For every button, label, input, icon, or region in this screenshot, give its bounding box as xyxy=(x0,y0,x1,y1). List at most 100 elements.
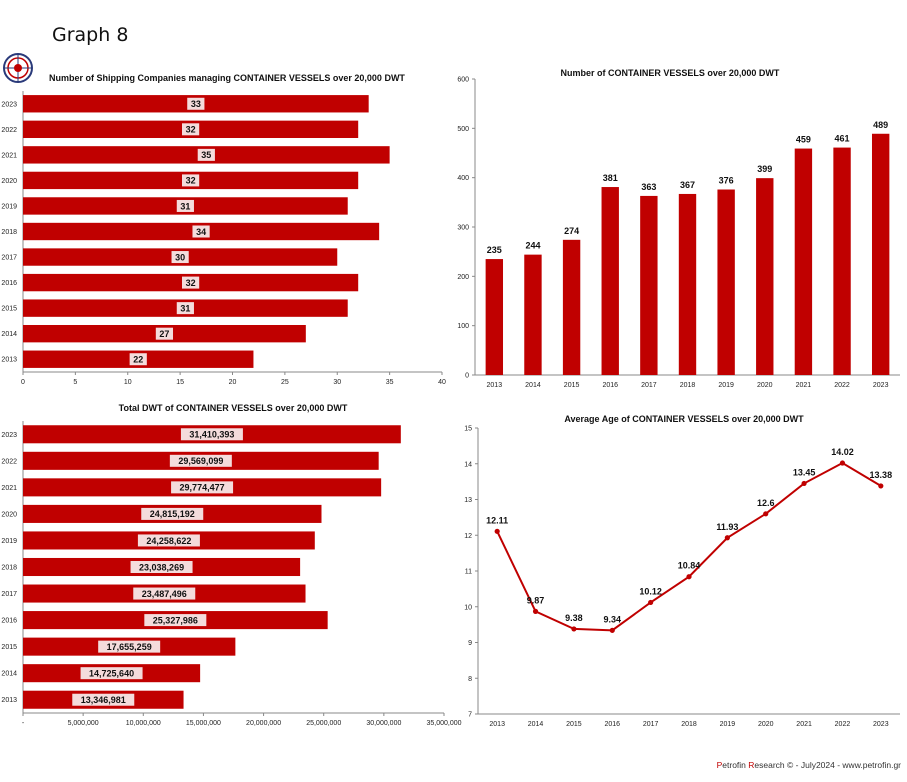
dwt-label-2013: 13,346,981 xyxy=(81,695,126,705)
companies-ytick-2020: 2020 xyxy=(1,178,17,185)
footer-p1: P xyxy=(716,760,723,770)
dwt-ytick-2022: 2022 xyxy=(1,458,17,465)
companies-xtick-7: 35 xyxy=(386,379,394,386)
age-label-2014: 9.87 xyxy=(527,595,545,605)
dwt-label-2017: 23,487,496 xyxy=(142,589,187,599)
dwt-label-2023: 31,410,393 xyxy=(189,430,234,440)
companies-label-2021: 35 xyxy=(201,150,211,160)
dwt-label-2015: 17,655,259 xyxy=(107,642,152,652)
vessels-xtick-2018: 2018 xyxy=(680,382,696,389)
dwt-ytick-2013: 2013 xyxy=(1,697,17,704)
companies-title: Number of Shipping Companies managing CO… xyxy=(49,73,405,83)
vessels-ytick-4: 400 xyxy=(457,175,469,182)
age-label-2017: 10.12 xyxy=(639,586,662,596)
age-ytick-0: 7 xyxy=(468,712,472,719)
vessels-xtick-2023: 2023 xyxy=(873,382,889,389)
companies-ytick-2017: 2017 xyxy=(1,255,17,262)
companies-xtick-3: 15 xyxy=(176,379,184,386)
vessels-bar-2013 xyxy=(485,259,504,375)
age-title: Average Age of CONTAINER VESSELS over 20… xyxy=(564,414,804,424)
companies-label-2019-bg xyxy=(176,199,194,212)
age-ytick-2: 9 xyxy=(468,640,472,647)
age-label-2018: 10.84 xyxy=(678,561,701,571)
age-xtick-2021: 2021 xyxy=(796,721,812,728)
vessels-xtick-2014: 2014 xyxy=(525,382,541,389)
vessels-bar-2020 xyxy=(756,178,774,375)
age-xtick-2016: 2016 xyxy=(604,721,620,728)
vessels-ytick-5: 500 xyxy=(457,126,469,133)
age-label-2015: 9.38 xyxy=(565,613,583,623)
age-xtick-2017: 2017 xyxy=(643,721,659,728)
dwt-label-2022: 29,569,099 xyxy=(178,456,223,466)
vessels-xtick-2020: 2020 xyxy=(757,382,773,389)
age-xtick-2019: 2019 xyxy=(720,721,736,728)
dwt-ytick-2019: 2019 xyxy=(1,538,17,545)
vessels-bar-2017 xyxy=(640,195,658,375)
age-point-2021 xyxy=(801,480,807,487)
vessels-bar-2019 xyxy=(717,189,735,375)
dwt-xtick-6: 30,000,000 xyxy=(366,720,401,727)
dwt-label-2016: 25,327,986 xyxy=(153,615,198,625)
companies-label-2013: 22 xyxy=(133,355,143,365)
age-ytick-5: 12 xyxy=(464,533,472,540)
companies-xtick-5: 25 xyxy=(281,379,289,386)
vessels-bar-2018 xyxy=(678,193,697,375)
dwt-label-2022-bg xyxy=(169,454,232,467)
age-point-2022 xyxy=(839,460,846,466)
vessels-xtick-2017: 2017 xyxy=(641,382,657,389)
companies-ytick-2022: 2022 xyxy=(1,127,17,134)
age-ytick-3: 10 xyxy=(464,604,472,611)
age-label-2020: 12.6 xyxy=(757,498,775,508)
vessels-label-2017: 363 xyxy=(641,182,656,192)
age-xtick-2018: 2018 xyxy=(681,721,697,728)
dwt-title: Total DWT of CONTAINER VESSELS over 20,0… xyxy=(119,403,348,413)
dwt-ytick-2020: 2020 xyxy=(1,511,17,518)
companies-ytick-2013: 2013 xyxy=(1,357,17,364)
companies-xtick-1: 5 xyxy=(73,379,77,386)
vessels-label-2022: 461 xyxy=(835,134,850,144)
companies-ytick-2015: 2015 xyxy=(1,306,17,313)
dwt-label-2015-bg xyxy=(98,640,161,653)
petrofin-logo-icon xyxy=(3,53,33,83)
dwt-label-2016-bg xyxy=(144,614,207,627)
companies-xtick-8: 40 xyxy=(438,379,446,386)
footer: Petrofin Research © - July2024 - www.pet… xyxy=(717,760,901,770)
companies-ytick-2014: 2014 xyxy=(1,331,17,338)
dwt-xtick-0: - xyxy=(22,720,25,727)
companies-label-2022-bg xyxy=(182,123,200,136)
age-point-2020 xyxy=(763,511,769,517)
vessels-xtick-2015: 2015 xyxy=(564,382,580,389)
vessels-label-2020: 399 xyxy=(757,164,772,174)
companies-label-2017-bg xyxy=(171,251,189,264)
dwt-label-2014: 14,725,640 xyxy=(89,668,134,678)
dwt-label-2021-bg xyxy=(171,481,234,494)
age-point-2018 xyxy=(686,574,692,580)
companies-label-2021-bg xyxy=(197,148,215,161)
age-point-2019 xyxy=(724,535,730,541)
footer-t1: etrofin xyxy=(722,760,749,770)
vessels-bar-2022 xyxy=(833,147,851,375)
dwt-label-2014-bg xyxy=(80,667,143,680)
age-xtick-2022: 2022 xyxy=(835,721,851,728)
dwt-label-2020: 24,815,192 xyxy=(150,509,195,519)
vessels-label-2014: 244 xyxy=(525,241,540,251)
age-point-2016 xyxy=(609,627,615,633)
dwt-ytick-2014: 2014 xyxy=(1,671,17,678)
vessels-xtick-2013: 2013 xyxy=(487,382,503,389)
vessels-bar-2014 xyxy=(524,254,542,375)
vessels-bar-2021 xyxy=(794,148,813,375)
dwt-xtick-1: 5,000,000 xyxy=(68,720,99,727)
age-xtick-2020: 2020 xyxy=(758,721,774,728)
vessels-label-2015: 274 xyxy=(564,226,579,236)
companies-label-2017: 30 xyxy=(175,252,185,262)
dwt-xtick-5: 25,000,000 xyxy=(306,720,341,727)
dwt-xtick-3: 15,000,000 xyxy=(186,720,221,727)
companies-label-2020-bg xyxy=(182,174,200,187)
age-xtick-2023: 2023 xyxy=(873,721,889,728)
age-point-2015 xyxy=(571,626,577,632)
companies-xtick-4: 20 xyxy=(229,379,237,386)
age-label-2021: 13.45 xyxy=(793,467,816,477)
age-label-2023: 13.38 xyxy=(870,470,893,480)
companies-label-2015: 31 xyxy=(180,303,190,313)
